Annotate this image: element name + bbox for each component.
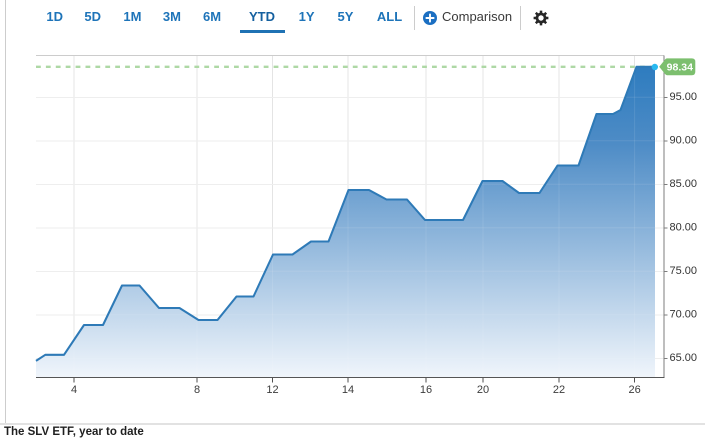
svg-text:22: 22 (553, 384, 565, 396)
svg-text:70.00: 70.00 (670, 308, 698, 320)
svg-text:90.00: 90.00 (670, 134, 698, 146)
svg-text:4: 4 (71, 384, 77, 396)
svg-text:12: 12 (266, 384, 278, 396)
svg-text:20: 20 (477, 384, 489, 396)
svg-text:8: 8 (194, 384, 200, 396)
svg-text:14: 14 (342, 384, 354, 396)
svg-text:26: 26 (628, 384, 640, 396)
svg-text:98.34: 98.34 (667, 62, 693, 74)
svg-text:65.00: 65.00 (670, 352, 698, 364)
svg-text:95.00: 95.00 (670, 91, 698, 103)
svg-text:75.00: 75.00 (670, 265, 698, 277)
svg-text:85.00: 85.00 (670, 178, 698, 190)
svg-text:16: 16 (420, 384, 432, 396)
svg-text:80.00: 80.00 (670, 221, 698, 233)
